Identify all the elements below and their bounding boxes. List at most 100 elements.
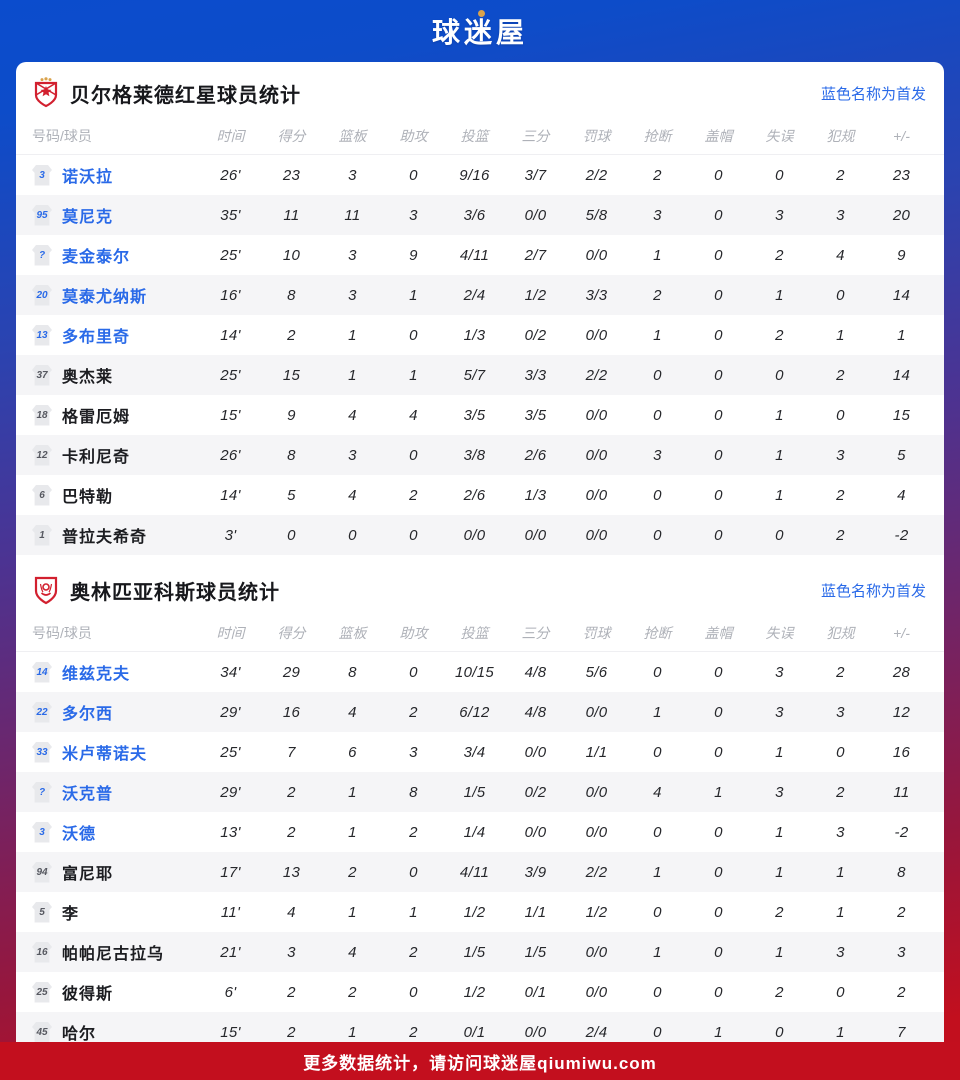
stat-value: 13: [282, 863, 301, 881]
player-cell: 22 多尔西: [32, 700, 200, 724]
stat-value: 2: [775, 326, 784, 344]
stat-value: 3: [775, 703, 784, 721]
player-row[interactable]: 45 哈尔 15' 2 1 2 0/1 0/0 2/4 0 1 0 1 7: [16, 1012, 944, 1042]
stat-value: 2: [287, 783, 296, 801]
stat-value: 15': [220, 406, 241, 424]
stat-value: 0: [714, 286, 723, 304]
player-row[interactable]: 95 莫尼克 35' 11 11 3 3/6 0/0 5/8 3 0 3 3 20: [16, 195, 944, 235]
stat-value: 14: [892, 286, 911, 304]
column-header: 罚球: [582, 128, 611, 144]
player-row[interactable]: 94 富尼耶 17' 13 2 0 4/11 3/9 2/2 1 0 1 1 8: [16, 852, 944, 892]
stat-value: 10/15: [454, 663, 495, 681]
player-row[interactable]: 25 彼得斯 6' 2 2 0 1/2 0/1 0/0 0 0 2 0 2: [16, 972, 944, 1012]
player-name: 米卢蒂诺夫: [62, 746, 148, 763]
stat-value: 20: [892, 206, 911, 224]
stat-value: 3: [897, 943, 906, 961]
stat-value: 0: [714, 366, 723, 384]
stat-value: 1: [775, 286, 784, 304]
starter-note: 蓝色名称为首发: [820, 582, 926, 600]
stat-value: 11: [344, 206, 361, 224]
column-header: 篮板: [338, 128, 367, 144]
stat-value: 0: [653, 983, 662, 1001]
stat-value: 0: [653, 526, 662, 544]
stat-value: 1/5: [524, 943, 547, 961]
stat-value: 0/0: [585, 703, 608, 721]
stat-value: 3: [836, 446, 845, 464]
stat-value: 1/1: [585, 743, 608, 761]
stat-value: 2: [897, 983, 906, 1001]
stat-value: 25': [220, 743, 241, 761]
stat-value: 3/3: [524, 366, 547, 384]
stat-value: 2/7: [524, 246, 547, 264]
column-header: 犯规: [826, 128, 855, 144]
stat-value: 1: [836, 863, 845, 881]
stat-value: 0: [836, 406, 845, 424]
stat-value: 5/8: [585, 206, 608, 224]
stat-value: 0/2: [524, 783, 547, 801]
jersey-number-badge: 33: [32, 741, 52, 763]
stat-value: 0: [714, 326, 723, 344]
player-name: 普拉夫希奇: [62, 529, 148, 546]
stat-value: 1/3: [463, 326, 486, 344]
jersey-number-badge: 45: [32, 1021, 52, 1042]
column-header: 得分: [277, 625, 306, 641]
stat-value: 0/1: [463, 1023, 486, 1041]
stat-value: 11': [220, 903, 241, 921]
stat-value: 3: [653, 446, 662, 464]
player-row[interactable]: ? 麦金泰尔 25' 10 3 9 4/11 2/7 0/0 1 0 2 4 9: [16, 235, 944, 275]
stat-value: 3/7: [524, 166, 547, 184]
footer-site-link[interactable]: 更多数据统计，请访问球迷屋qiumiwu.com: [303, 1053, 657, 1073]
column-header: 时间: [216, 128, 245, 144]
player-row[interactable]: 3 诺沃拉 26' 23 3 0 9/16 3/7 2/2 2 0 0 2 23: [16, 155, 944, 195]
jersey-number-badge: 22: [32, 701, 52, 723]
column-header: 号码/球员: [32, 625, 92, 641]
stat-value: 2/4: [585, 1023, 608, 1041]
player-row[interactable]: 3 沃德 13' 2 1 2 1/4 0/0 0/0 0 0 1 3 -2: [16, 812, 944, 852]
stat-value: 0/0: [524, 206, 547, 224]
player-row[interactable]: 37 奥杰莱 25' 15 1 1 5/7 3/3 2/2 0 0 0 2 14: [16, 355, 944, 395]
stat-value: 8: [287, 286, 296, 304]
jersey-number-badge: 95: [32, 204, 52, 226]
player-name: 帕帕尼古拉乌: [62, 946, 165, 963]
table-header-row: 号码/球员 时间 得分 篮板 助攻 投篮 三分 罚球 抢断 盖帽 失误 犯规 +/-: [16, 615, 944, 652]
player-row[interactable]: 20 莫泰尤纳斯 16' 8 3 1 2/4 1/2 3/3 2 0 1 0 14: [16, 275, 944, 315]
player-row[interactable]: 22 多尔西 29' 16 4 2 6/12 4/8 0/0 1 0 3 3 12: [16, 692, 944, 732]
player-row[interactable]: 18 格雷厄姆 15' 9 4 4 3/5 3/5 0/0 0 0 1 0 15: [16, 395, 944, 435]
player-row[interactable]: 12 卡利尼奇 26' 8 3 0 3/8 2/6 0/0 3 0 1 3 5: [16, 435, 944, 475]
player-row[interactable]: 16 帕帕尼古拉乌 21' 3 4 2 1/5 1/5 0/0 1 0 1 3 3: [16, 932, 944, 972]
section-header: 奥林匹亚科斯球员统计 蓝色名称为首发: [16, 565, 944, 615]
player-cell: 13 多布里奇: [32, 323, 200, 347]
player-row[interactable]: 1 普拉夫希奇 3' 0 0 0 0/0 0/0 0/0 0 0 0 2 -2: [16, 515, 944, 555]
top-banner: 球迷屋: [0, 0, 960, 62]
stat-value: 9/16: [459, 166, 490, 184]
stat-value: 3/3: [585, 286, 608, 304]
player-row[interactable]: ? 沃克普 29' 2 1 8 1/5 0/2 0/0 4 1 3 2 11: [16, 772, 944, 812]
stat-value: 0: [409, 326, 418, 344]
stat-value: 2: [287, 983, 296, 1001]
player-row[interactable]: 14 维兹克夫 34' 29 8 0 10/15 4/8 5/6 0 0 3 2 28: [16, 652, 944, 692]
stat-value: 2/2: [585, 166, 608, 184]
stat-value: 2: [348, 983, 357, 1001]
player-name: 彼得斯: [62, 986, 114, 1003]
player-row[interactable]: 5 李 11' 4 1 1 1/2 1/1 1/2 0 0 2 1 2: [16, 892, 944, 932]
team-crest-icon: [32, 574, 60, 606]
player-row[interactable]: 6 巴特勒 14' 5 4 2 2/6 1/3 0/0 0 0 1 2 4: [16, 475, 944, 515]
stat-value: 3/5: [524, 406, 547, 424]
stat-value: 2: [836, 663, 845, 681]
team-crest-icon: [32, 77, 60, 109]
column-header: 犯规: [826, 625, 855, 641]
stat-value: 3: [348, 246, 357, 264]
stat-value: 3: [409, 743, 418, 761]
stat-value: 1: [409, 903, 418, 921]
player-row[interactable]: 33 米卢蒂诺夫 25' 7 6 3 3/4 0/0 1/1 0 0 1 0 16: [16, 732, 944, 772]
jersey-number-badge: 37: [32, 364, 52, 386]
stat-value: 4/8: [524, 703, 547, 721]
player-row[interactable]: 13 多布里奇 14' 2 1 0 1/3 0/2 0/0 1 0 2 1 1: [16, 315, 944, 355]
stat-value: 1: [348, 823, 357, 841]
stat-value: 2: [836, 783, 845, 801]
stat-value: 1: [653, 863, 662, 881]
stat-value: 7: [287, 743, 296, 761]
stat-value: 3: [409, 206, 418, 224]
stat-value: 2: [409, 486, 418, 504]
stat-value: 23: [282, 166, 301, 184]
